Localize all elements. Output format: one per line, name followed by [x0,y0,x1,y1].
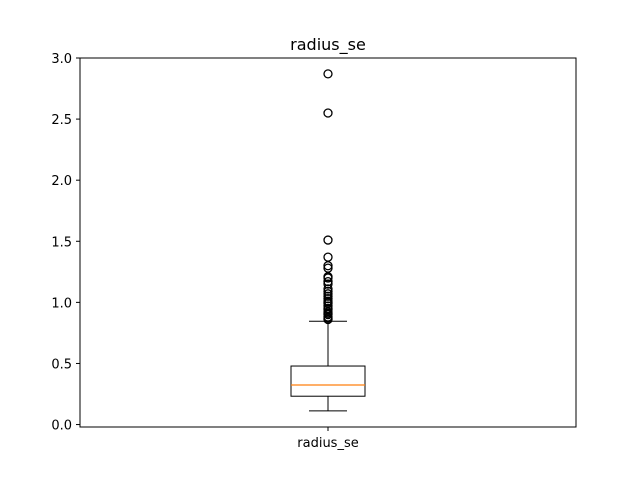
outlier-point [323,301,333,311]
y-tick-label: 3.0 [51,52,72,67]
outlier-point [323,263,333,273]
x-tick-label: radius_se [297,436,358,451]
y-tick-label: 1.0 [51,296,72,311]
outlier-point [323,296,333,306]
outlier-point [323,108,333,118]
outlier-point [323,279,333,289]
outlier-point [323,276,333,287]
interquartile-box [290,365,366,397]
outlier-point [323,289,333,299]
y-axis: 0.0 0.5 1.0 1.5 2.0 2.5 3.0 [51,52,80,434]
y-tick-label: 2.0 [51,174,72,189]
outlier-point [323,69,333,79]
y-tick-label: 0.5 [51,357,72,372]
outlier-points [323,69,333,325]
box-series [290,320,366,412]
chart-title: radius_se [290,35,366,55]
plot-area-frame [79,57,577,428]
y-tick-label: 2.5 [51,113,72,128]
y-tick-label: 0.0 [51,419,72,434]
outlier-point [323,252,333,262]
outlier-point [323,303,333,314]
outlier-point [323,294,333,304]
outlier-point [323,284,333,294]
outlier-point [323,286,333,297]
y-tick-label: 1.5 [51,235,72,250]
outlier-point [323,235,333,245]
x-axis: radius_se [297,427,359,451]
outlier-point [323,291,333,301]
